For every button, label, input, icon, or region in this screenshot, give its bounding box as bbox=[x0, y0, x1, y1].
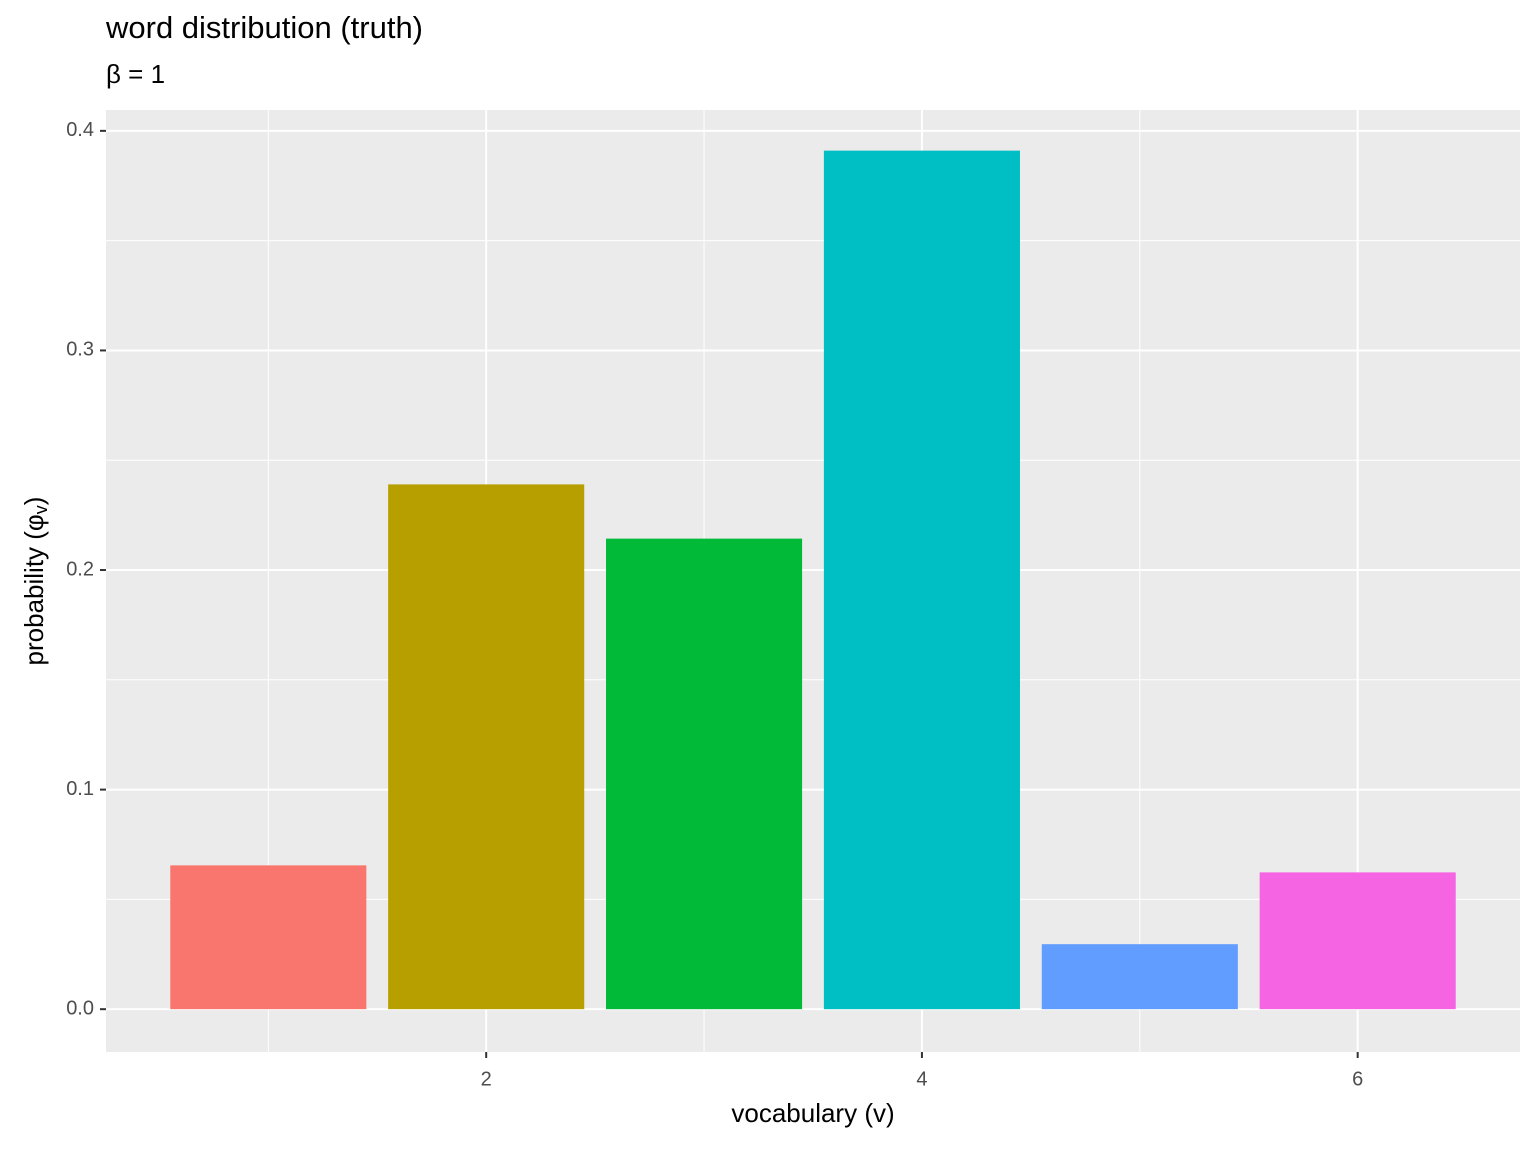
y-axis-title: probability (φv) bbox=[19, 497, 51, 666]
y-tick-label: 0.0 bbox=[66, 997, 94, 1019]
y-tick-label: 0.1 bbox=[66, 778, 94, 800]
axes: 0.0 0.1 0.2 0.3 0.4 2 4 6 bbox=[66, 119, 1363, 1090]
y-axis-title-text: probability (φ bbox=[19, 514, 49, 665]
y-tick-label: 0.4 bbox=[66, 119, 94, 141]
x-axis-title: vocabulary (v) bbox=[731, 1098, 894, 1128]
chart-subtitle: β = 1 bbox=[106, 59, 165, 89]
y-axis-title-close: ) bbox=[19, 497, 49, 506]
x-tick-label: 2 bbox=[481, 1068, 492, 1090]
y-tick-label: 0.3 bbox=[66, 339, 94, 361]
y-axis-title-subscript: v bbox=[31, 505, 51, 514]
bar bbox=[1259, 872, 1456, 1010]
x-tick-label: 4 bbox=[916, 1068, 927, 1090]
bar bbox=[388, 484, 585, 1010]
x-tick-label: 6 bbox=[1352, 1068, 1363, 1090]
bar bbox=[606, 538, 803, 1010]
y-tick-label: 0.2 bbox=[66, 558, 94, 580]
bar bbox=[823, 150, 1020, 1010]
bar bbox=[170, 865, 367, 1010]
bars bbox=[170, 150, 1456, 1010]
bar bbox=[1041, 944, 1238, 1010]
chart-title: word distribution (truth) bbox=[105, 10, 423, 45]
